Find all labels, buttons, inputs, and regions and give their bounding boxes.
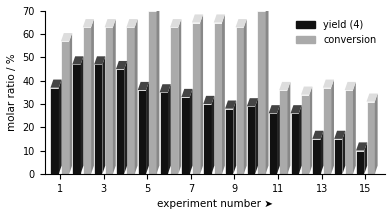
Legend: yield (4), conversion: yield (4), conversion [292, 16, 380, 48]
Polygon shape [116, 61, 127, 69]
Bar [312, 139, 321, 174]
Bar [170, 27, 178, 174]
Polygon shape [72, 56, 83, 64]
Polygon shape [222, 14, 225, 174]
Polygon shape [61, 33, 72, 41]
Polygon shape [148, 3, 160, 11]
Polygon shape [233, 100, 236, 174]
Bar [72, 64, 81, 174]
Polygon shape [94, 56, 105, 64]
Bar [345, 90, 353, 174]
Polygon shape [214, 14, 225, 23]
Polygon shape [127, 19, 138, 27]
Polygon shape [279, 82, 290, 90]
Polygon shape [225, 100, 236, 109]
Bar [138, 90, 146, 174]
Polygon shape [203, 96, 214, 104]
Bar [160, 92, 168, 174]
Polygon shape [367, 94, 377, 102]
Polygon shape [170, 19, 181, 27]
Polygon shape [321, 131, 323, 174]
Bar [290, 113, 299, 174]
Polygon shape [258, 3, 269, 11]
Bar [367, 102, 375, 174]
Polygon shape [331, 79, 334, 174]
Bar [94, 64, 102, 174]
Bar [148, 11, 156, 174]
Polygon shape [102, 56, 105, 174]
Polygon shape [160, 84, 171, 92]
Polygon shape [266, 3, 269, 174]
Bar [225, 109, 233, 174]
Bar [83, 27, 91, 174]
Bar [127, 27, 135, 174]
Bar [105, 27, 113, 174]
Polygon shape [299, 105, 302, 174]
Bar [181, 97, 190, 174]
Polygon shape [83, 19, 94, 27]
Bar [269, 113, 277, 174]
Polygon shape [212, 96, 214, 174]
Y-axis label: molar ratio / %: molar ratio / % [7, 54, 17, 131]
Polygon shape [345, 82, 356, 90]
Bar [116, 69, 124, 174]
Polygon shape [124, 61, 127, 174]
Polygon shape [91, 19, 94, 174]
Polygon shape [81, 56, 83, 174]
Polygon shape [69, 33, 72, 174]
Polygon shape [375, 94, 377, 174]
Bar [258, 11, 266, 174]
Bar [214, 23, 222, 174]
Bar [203, 104, 212, 174]
Polygon shape [309, 87, 312, 174]
Polygon shape [105, 19, 116, 27]
Bar [323, 88, 331, 174]
Bar [236, 27, 244, 174]
Polygon shape [323, 79, 334, 88]
Polygon shape [236, 19, 247, 27]
Polygon shape [51, 79, 62, 88]
Bar [247, 106, 255, 174]
Polygon shape [277, 105, 280, 174]
Bar [61, 41, 69, 174]
Polygon shape [343, 131, 345, 174]
Polygon shape [301, 87, 312, 95]
Bar [51, 88, 59, 174]
Polygon shape [269, 105, 280, 113]
Polygon shape [59, 79, 62, 174]
Polygon shape [113, 19, 116, 174]
Polygon shape [168, 84, 171, 174]
Polygon shape [135, 19, 138, 174]
Polygon shape [290, 105, 302, 113]
Bar [279, 90, 287, 174]
Polygon shape [364, 142, 367, 174]
Polygon shape [247, 98, 258, 106]
Polygon shape [255, 98, 258, 174]
Polygon shape [200, 14, 203, 174]
Bar [301, 95, 309, 174]
Polygon shape [244, 19, 247, 174]
Polygon shape [334, 131, 345, 139]
Polygon shape [192, 14, 203, 23]
Polygon shape [356, 142, 367, 151]
Bar [356, 151, 364, 174]
Bar [334, 139, 343, 174]
Polygon shape [156, 3, 160, 174]
Bar [192, 23, 200, 174]
Polygon shape [287, 82, 290, 174]
Polygon shape [178, 19, 181, 174]
X-axis label: experiment number ➤: experiment number ➤ [157, 199, 273, 209]
Polygon shape [181, 89, 192, 97]
Polygon shape [146, 82, 149, 174]
Polygon shape [353, 82, 356, 174]
Polygon shape [190, 89, 192, 174]
Polygon shape [138, 82, 149, 90]
Polygon shape [312, 131, 323, 139]
